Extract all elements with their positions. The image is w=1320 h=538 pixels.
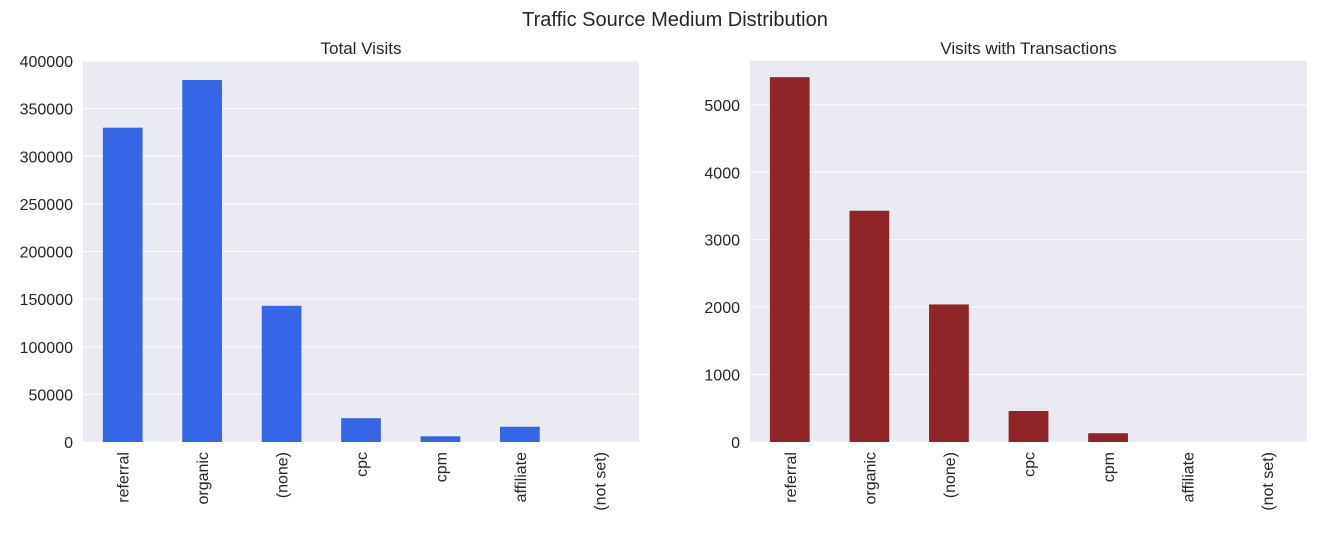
y-tick-label: 150000 [20, 292, 73, 309]
bar-none [929, 304, 969, 442]
x-tick-label: cpm [433, 452, 450, 482]
y-tick-label: 200000 [20, 245, 73, 262]
x-tick-label: cpc [354, 452, 371, 477]
x-tick-label: (none) [942, 452, 959, 498]
bar-cpc [1008, 410, 1049, 442]
y-tick-label: 400000 [20, 54, 73, 71]
figure-title: Traffic Source Medium Distribution [522, 9, 828, 31]
subplot-title: Visits with Transactions [940, 39, 1116, 58]
bar-referral [769, 77, 810, 442]
x-tick-label: cpc [1022, 452, 1039, 477]
y-tick-label: 3000 [704, 233, 740, 250]
bar-cpc [341, 418, 381, 442]
y-tick-label: 0 [731, 435, 740, 452]
y-tick-label: 0 [64, 435, 73, 452]
x-tick-label: affiliate [513, 452, 530, 503]
bar-none [261, 305, 302, 442]
x-tick-label: referral [783, 452, 800, 503]
bar-cpm [1088, 433, 1128, 442]
x-tick-label: referral [116, 452, 133, 503]
y-tick-label: 4000 [704, 165, 740, 182]
y-tick-label: 250000 [20, 197, 73, 214]
x-tick-label: organic [862, 452, 879, 504]
visits-with-transactions-chart: 0 1000 2000 3000 4000 5000 referral organic (non… [704, 39, 1307, 511]
subplot-title: Total Visits [321, 39, 402, 58]
x-tick-label: cpm [1101, 452, 1118, 482]
x-tick-label: organic [195, 452, 212, 504]
x-tick-label: (none) [275, 452, 292, 498]
x-tick-label: (not set) [592, 452, 609, 511]
y-tick-label: 50000 [29, 387, 74, 404]
y-tick-label: 5000 [704, 98, 740, 115]
y-tick-label: 1000 [704, 368, 740, 385]
plot-area [750, 61, 1307, 442]
total-visits-chart: 0 50000 100000 150000 200000 250000 300000 3500… [20, 39, 639, 511]
x-tick-label: affiliate [1181, 452, 1198, 503]
y-tick-label: 100000 [20, 340, 73, 357]
x-tick-label: (not set) [1260, 452, 1277, 511]
bar-organic [849, 210, 890, 442]
bar-organic [182, 80, 222, 443]
bar-referral [102, 127, 143, 443]
y-tick-label: 2000 [704, 300, 740, 317]
y-tick-label: 350000 [20, 102, 73, 119]
bar-affiliate [500, 426, 540, 442]
bar-cpm [420, 436, 461, 442]
y-tick-label: 300000 [20, 149, 73, 166]
